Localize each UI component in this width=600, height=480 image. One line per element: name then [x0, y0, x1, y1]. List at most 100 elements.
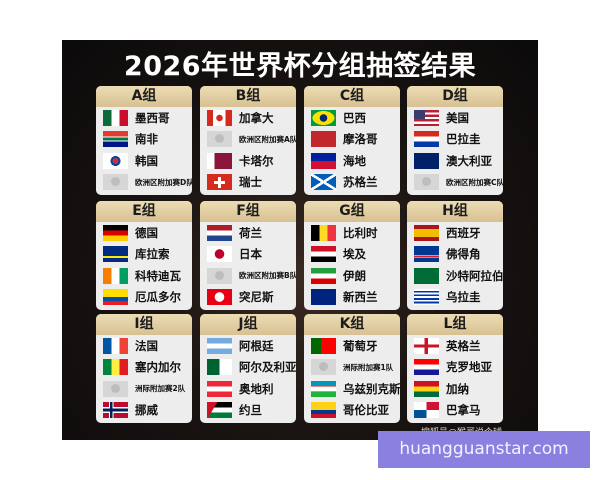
group-header: J组 — [200, 314, 296, 335]
saudi-flag-icon — [414, 267, 439, 284]
group-header: C组 — [304, 86, 400, 107]
group-card: G组比利时埃及伊朗新西兰 — [304, 201, 400, 310]
team-name: 塞内加尔 — [135, 360, 181, 375]
team-row: 葡萄牙 — [304, 335, 400, 357]
team-row: 挪威 — [96, 400, 192, 422]
japan-flag-icon — [207, 246, 232, 263]
team-name: 英格兰 — [446, 338, 481, 353]
qatar-flag-icon — [207, 152, 232, 169]
team-name: 乌拉圭 — [446, 290, 481, 305]
group-header: B组 — [200, 86, 296, 107]
norway-flag-icon — [103, 402, 128, 419]
team-name: 克罗地亚 — [446, 360, 492, 375]
germany-flag-icon — [103, 224, 128, 241]
ivory-coast-flag-icon — [103, 267, 128, 284]
team-name: 美国 — [446, 110, 469, 125]
group-card: L组 英格兰 克罗地亚 加纳 巴拿马 — [407, 314, 503, 423]
team-name: 巴拉圭 — [446, 132, 481, 147]
usa-flag-icon — [414, 109, 439, 126]
group-header: A组 — [96, 86, 192, 107]
team-row: 英格兰 — [407, 335, 503, 357]
placeholder-icon — [311, 359, 336, 376]
team-row: 突尼斯 — [200, 287, 296, 309]
egypt-flag-icon — [311, 246, 336, 263]
group-header: I组 — [96, 314, 192, 335]
team-name: 欧洲区附加赛B队 — [239, 271, 296, 281]
team-name: 摩洛哥 — [343, 132, 378, 147]
team-row: 阿尔及利亚 — [200, 357, 296, 379]
draw-poster: 2026年世界杯分组抽签结果 A组 墨西哥 南非 韩国 欧洲区附加赛D队 B组 加拿大 欧洲区… — [62, 40, 538, 440]
team-name: 海地 — [343, 153, 366, 168]
team-name: 欧洲区附加赛A队 — [239, 134, 296, 144]
watermark-banner[interactable]: huangguanstar.com — [378, 431, 590, 468]
team-row: 欧洲区附加赛D队 — [96, 172, 192, 194]
team-row: 比利时 — [304, 222, 400, 244]
group-header: D组 — [407, 86, 503, 107]
team-row: 荷兰 — [200, 222, 296, 244]
team-row: 埃及 — [304, 244, 400, 266]
team-name: 约旦 — [239, 403, 262, 418]
team-row: 欧洲区附加赛C队 — [407, 172, 503, 194]
group-card: J组阿根廷阿尔及利亚奥地利约旦 — [200, 314, 296, 423]
uzbekistan-flag-icon — [311, 380, 336, 397]
team-name: 阿尔及利亚 — [239, 360, 296, 375]
team-name: 奥地利 — [239, 381, 274, 396]
korea-flag-icon — [103, 152, 128, 169]
group-card: C组 巴西 摩洛哥 海地 苏格兰 — [304, 86, 400, 195]
team-row: 海地 — [304, 150, 400, 172]
team-row: 西班牙 — [407, 222, 503, 244]
placeholder-icon — [103, 380, 128, 397]
placeholder-icon — [207, 267, 232, 284]
team-name: 加纳 — [446, 381, 469, 396]
team-name: 日本 — [239, 247, 262, 262]
group-card: K组葡萄牙洲际附加赛1队乌兹别克斯坦哥伦比亚 — [304, 314, 400, 423]
team-name: 澳大利亚 — [446, 153, 492, 168]
algeria-flag-icon — [207, 359, 232, 376]
new-zealand-flag-icon — [311, 289, 336, 306]
argentina-flag-icon — [207, 337, 232, 354]
team-row: 哥伦比亚 — [304, 400, 400, 422]
team-name: 苏格兰 — [343, 175, 378, 190]
placeholder-icon — [207, 131, 232, 148]
group-header: G组 — [304, 201, 400, 222]
team-row: 伊朗 — [304, 265, 400, 287]
team-row: 奥地利 — [200, 378, 296, 400]
team-name: 挪威 — [135, 403, 158, 418]
austria-flag-icon — [207, 380, 232, 397]
team-name: 比利时 — [343, 225, 378, 240]
team-row: 厄瓜多尔 — [96, 287, 192, 309]
team-name: 突尼斯 — [239, 290, 274, 305]
group-card: D组美国巴拉圭澳大利亚欧洲区附加赛C队 — [407, 86, 503, 195]
team-name: 阿根廷 — [239, 338, 274, 353]
team-row: 沙特阿拉伯 — [407, 265, 503, 287]
team-row: 墨西哥 — [96, 107, 192, 129]
group-card: A组 墨西哥 南非 韩国 欧洲区附加赛D队 — [96, 86, 192, 195]
team-name: 西班牙 — [446, 225, 481, 240]
team-name: 洲际附加赛1队 — [343, 362, 394, 372]
team-row: 日本 — [200, 244, 296, 266]
team-row: 洲际附加赛2队 — [96, 378, 192, 400]
team-name: 巴拿马 — [446, 403, 481, 418]
team-name: 沙特阿拉伯 — [446, 268, 503, 283]
team-name: 新西兰 — [343, 290, 378, 305]
group-card: F组 荷兰日本欧洲区附加赛B队突尼斯 — [200, 201, 296, 310]
team-name: 厄瓜多尔 — [135, 290, 181, 305]
team-row: 佛得角 — [407, 244, 503, 266]
team-name: 伊朗 — [343, 268, 366, 283]
ecuador-flag-icon — [103, 289, 128, 306]
group-card: E组 德国 库拉索 科特迪瓦 厄瓜多尔 — [96, 201, 192, 310]
team-name: 洲际附加赛2队 — [135, 384, 186, 394]
team-row: 乌兹别克斯坦 — [304, 378, 400, 400]
placeholder-icon — [103, 174, 128, 191]
senegal-flag-icon — [103, 359, 128, 376]
team-name: 墨西哥 — [135, 110, 170, 125]
group-header: H组 — [407, 201, 503, 222]
team-row: 加纳 — [407, 378, 503, 400]
team-row: 欧洲区附加赛B队 — [200, 265, 296, 287]
team-row: 南非 — [96, 129, 192, 151]
team-row: 苏格兰 — [304, 172, 400, 194]
colombia-flag-icon — [311, 402, 336, 419]
team-name: 瑞士 — [239, 175, 262, 190]
team-row: 欧洲区附加赛A队 — [200, 129, 296, 151]
group-header: F组 — [200, 201, 296, 222]
